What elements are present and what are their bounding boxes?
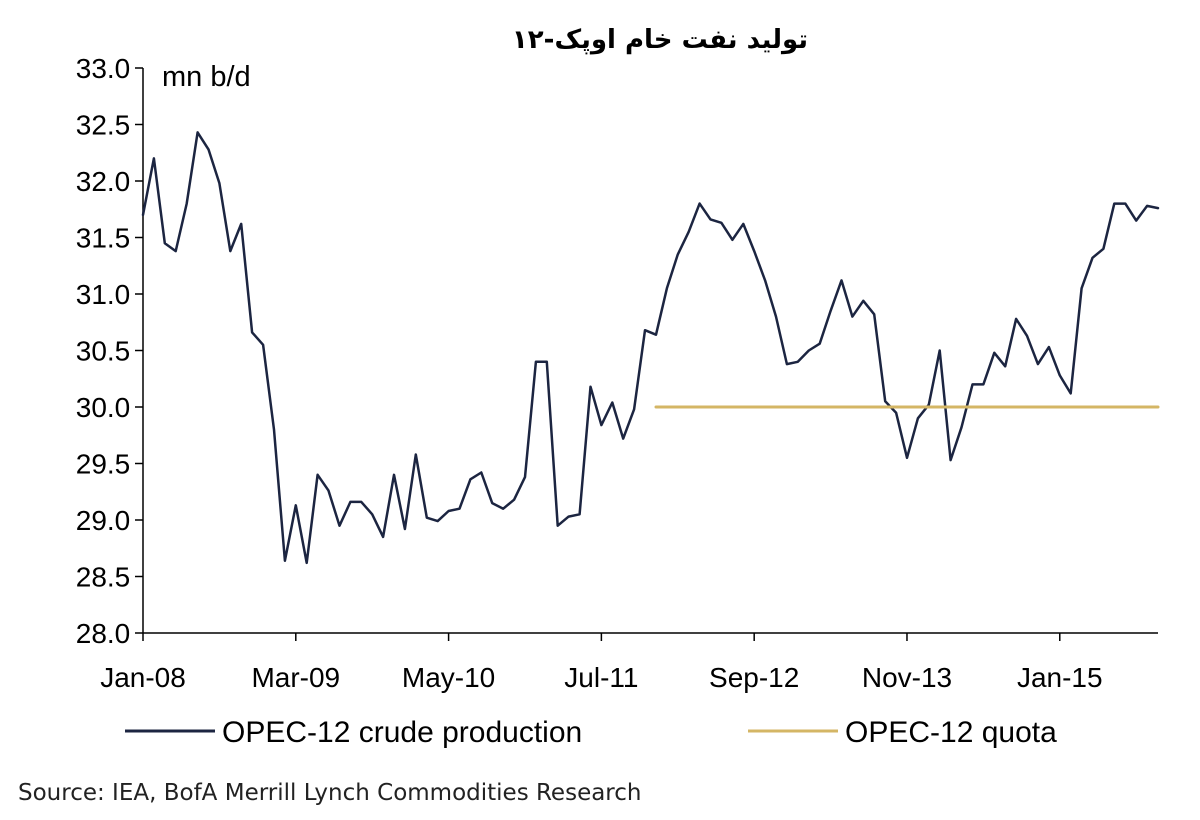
y-tick-label: 31.5 xyxy=(76,223,131,254)
x-axis-ticks: Jan-08 Mar-09 May-10 Jul-11 Sep-12 Nov-13 Jan-… xyxy=(100,633,1103,693)
x-tick-label: Jul-11 xyxy=(564,662,638,693)
legend-label-production: OPEC-12 crude production xyxy=(222,716,582,749)
y-tick-label: 30.5 xyxy=(76,336,131,367)
x-tick-label: Sep-12 xyxy=(709,662,799,693)
y-tick-label: 28.5 xyxy=(76,562,131,593)
y-tick-label: 33.0 xyxy=(76,53,131,84)
x-tick-label: Jan-08 xyxy=(100,662,186,693)
y-axis-ticks: 28.0 28.5 29.0 29.5 30.0 30.5 31.0 31.5 32.0 32.5… xyxy=(76,53,143,649)
x-tick-label: Nov-13 xyxy=(862,662,952,693)
y-tick-label: 29.0 xyxy=(76,505,131,536)
x-tick-label: May-10 xyxy=(402,662,495,693)
legend-label-quota: OPEC-12 quota xyxy=(845,716,1057,749)
source-note: Source: IEA, BofA Merrill Lynch Commodit… xyxy=(18,780,641,806)
y-tick-label: 30.0 xyxy=(76,392,131,423)
series-line-production xyxy=(141,131,1160,565)
y-tick-label: 29.5 xyxy=(76,449,131,480)
y-tick-label: 32.0 xyxy=(76,166,131,197)
y-tick-label: 28.0 xyxy=(76,618,131,649)
series-layer xyxy=(141,131,1160,565)
x-tick-label: Mar-09 xyxy=(251,662,340,693)
chart-title: تولید نفت خام اوپک-۱۲ xyxy=(512,25,808,55)
y-tick-label: 31.0 xyxy=(76,279,131,310)
y-tick-label: 32.5 xyxy=(76,110,131,141)
legend: OPEC-12 crude production OPEC-12 quota xyxy=(125,716,1057,749)
x-tick-label: Jan-15 xyxy=(1017,662,1103,693)
y-axis-unit-label: mn b/d xyxy=(162,61,251,93)
